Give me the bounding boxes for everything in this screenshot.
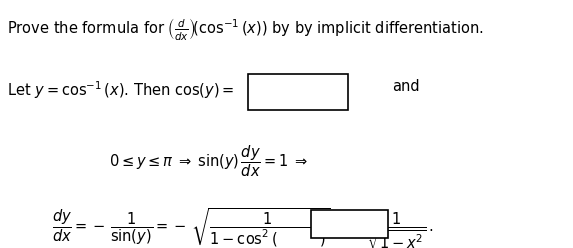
Text: and: and: [393, 79, 420, 94]
Text: $0 \leq y \leq \pi  \;\Rightarrow\;  \sin(y)\,\dfrac{dy}{dx} = 1  \;\Rightarrow$: $0 \leq y \leq \pi \;\Rightarrow\; \sin(…: [109, 144, 308, 179]
Bar: [311, 210, 388, 238]
Text: Prove the formula for $\left(\frac{d}{dx}\right)\!(\cos^{-1}(x))$ by by implicit: Prove the formula for $\left(\frac{d}{dx…: [7, 17, 484, 43]
Bar: [248, 74, 348, 110]
Text: Let $y = \cos^{-1}(x)$. Then $\cos(y) =$: Let $y = \cos^{-1}(x)$. Then $\cos(y) =$: [7, 79, 235, 101]
Text: $\dfrac{dy}{dx} = -\,\dfrac{1}{\sin(y)} = -\,\sqrt{\dfrac{1}{1-\cos^2(\quad\quad: $\dfrac{dy}{dx} = -\,\dfrac{1}{\sin(y)} …: [52, 206, 433, 248]
